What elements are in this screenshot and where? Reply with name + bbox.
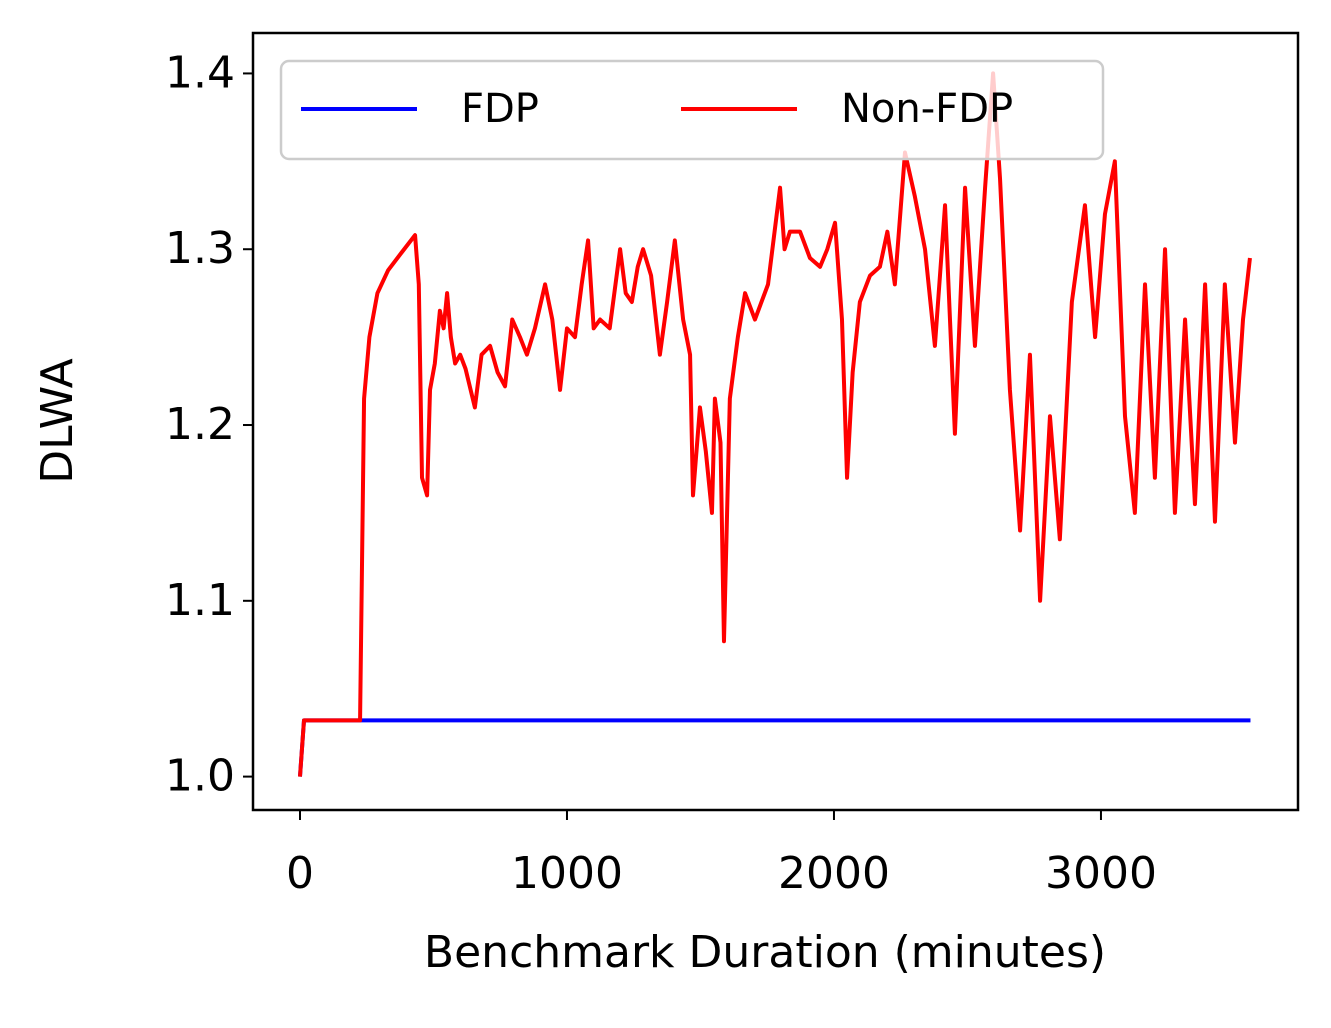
- x-tick-label: 1000: [511, 848, 623, 899]
- x-axis-label: Benchmark Duration (minutes): [424, 927, 1106, 978]
- series-line: [297, 71, 1252, 777]
- x-tick-label: 2000: [778, 848, 890, 899]
- legend-label: FDP: [461, 86, 539, 132]
- y-tick-label: 1.1: [165, 575, 235, 626]
- x-tick-label: 0: [286, 848, 314, 899]
- y-axis-label: DLWA: [32, 358, 83, 484]
- y-tick-label: 1.4: [165, 47, 235, 98]
- y-tick-label: 1.3: [165, 223, 235, 274]
- plot-frame: [251, 31, 1300, 812]
- legend-label: Non-FDP: [841, 86, 1013, 132]
- x-tick-label: 3000: [1045, 848, 1157, 899]
- y-tick-label: 1.2: [165, 399, 235, 450]
- series-line: [297, 718, 1251, 777]
- y-tick-label: 1.0: [165, 751, 235, 802]
